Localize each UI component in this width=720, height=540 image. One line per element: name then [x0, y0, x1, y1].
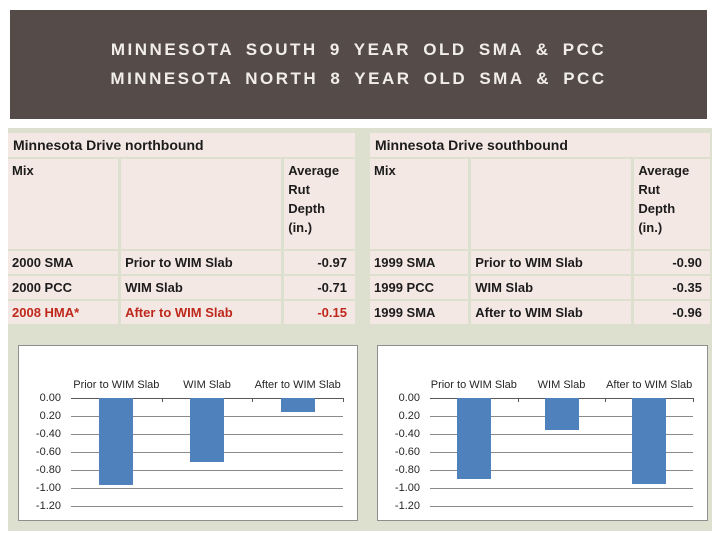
cell-mix: 2000 PCC [8, 276, 119, 299]
cell-description: Prior to WIM Slab [121, 251, 282, 274]
category-label: Prior to WIM Slab [430, 378, 517, 391]
category-label: After to WIM Slab [606, 378, 693, 391]
table-northbound: Minnesota Drive northbound Mix Average Rut… [8, 133, 355, 324]
cell-value: -0.96 [634, 301, 710, 324]
category-axis-labels: Prior to WIM Slab WIM Slab After to WIM Sl… [430, 353, 693, 393]
cell-description: After to WIM Slab [121, 301, 282, 324]
cell-mix: 1999 PCC [370, 276, 469, 299]
y-axis-tick-label: -1.20 [35, 500, 61, 512]
gridline [71, 506, 343, 507]
gridline [430, 469, 693, 471]
category-axis-tick [343, 398, 344, 402]
cell-value: -0.35 [634, 276, 710, 299]
bar-prior-to-wim-slab [456, 398, 491, 479]
column-header-avg-rut-depth: Average Rut Depth (in.) [634, 159, 710, 249]
table-title: Minnesota Drive southbound [370, 133, 710, 157]
column-header-empty [471, 159, 632, 249]
y-axis-tick-label: 0.00 [398, 392, 420, 404]
category-label: After to WIM Slab [254, 378, 341, 391]
y-axis-tick-label: 0.20 [398, 409, 420, 422]
cell-value: -0.15 [284, 301, 355, 324]
bar-after-to-wim-slab [280, 398, 315, 412]
cell-value: -0.90 [634, 251, 710, 274]
y-axis-tick-label: -1.20 [394, 500, 420, 512]
category-axis-tick [161, 398, 163, 402]
cell-description: WIM Slab [471, 276, 632, 299]
plot-area [430, 398, 694, 507]
bar-after-to-wim-slab [632, 398, 667, 485]
gridline [71, 469, 343, 471]
y-axis-tick-label: -0.60 [35, 446, 61, 458]
slide-title-line-2: MINNESOTA NORTH 8 YEAR OLD SMA & PCC [110, 68, 607, 88]
category-label: WIM Slab [183, 378, 231, 391]
column-header-mix: Mix [370, 159, 469, 249]
category-axis-tick [605, 398, 607, 402]
category-axis-tick [252, 398, 254, 402]
cell-mix: 1999 SMA [370, 301, 469, 324]
category-axis-tick [693, 398, 694, 402]
bar-wim-slab [544, 398, 579, 430]
column-header-mix: Mix [8, 159, 119, 249]
cell-mix: 1999 SMA [370, 251, 469, 274]
gridline [71, 488, 343, 489]
chart-southbound: Prior to WIM Slab WIM Slab After to WIM Sl… [377, 345, 708, 521]
category-axis-labels: Prior to WIM Slab WIM Slab After to WIM Sl… [71, 353, 343, 393]
slide-title-banner: MINNESOTA SOUTH 9 YEAR OLD SMA & PCC MIN… [10, 10, 707, 119]
cell-value: -0.97 [284, 251, 355, 274]
gridline [430, 506, 693, 507]
column-header-empty [121, 159, 282, 249]
table-title: Minnesota Drive northbound [8, 133, 355, 157]
bar-wim-slab [190, 398, 224, 462]
cell-description: WIM Slab [121, 276, 282, 299]
y-axis-tick-label: -0.80 [394, 463, 420, 476]
cell-description: Prior to WIM Slab [471, 251, 632, 274]
chart-northbound: Prior to WIM Slab WIM Slab After to WIM Sl… [18, 345, 358, 521]
gridline [430, 433, 693, 435]
gridline [430, 488, 693, 489]
y-axis-tick-label: -1.00 [394, 482, 420, 494]
plot-area [71, 398, 344, 507]
y-axis-tick-label: -0.60 [394, 446, 420, 458]
slide-title-line-1: MINNESOTA SOUTH 9 YEAR OLD SMA & PCC [110, 40, 607, 60]
cell-mix: 2008 HMA* [8, 301, 119, 324]
y-axis-tick-label: 0.00 [39, 392, 61, 404]
table-southbound: Minnesota Drive southbound Mix Average Rut… [370, 133, 710, 324]
y-axis-labels: 0.00 0.20 -0.40 -0.60 -0.80 -1.00 -1.20 [380, 392, 426, 512]
cell-mix: 2000 SMA [8, 251, 119, 274]
column-header-avg-rut-depth: Average Rut Depth (in.) [284, 159, 355, 249]
category-axis-tick [517, 398, 519, 402]
gridline [430, 452, 693, 453]
y-axis-labels: 0.00 0.20 -0.40 -0.60 -0.80 -1.00 -1.20 [21, 392, 67, 512]
y-axis-tick-label: -0.40 [394, 427, 420, 440]
y-axis-tick-label: -1.00 [35, 482, 61, 494]
category-label: Prior to WIM Slab [73, 378, 160, 391]
y-axis-tick-label: 0.20 [39, 409, 61, 422]
bar-prior-to-wim-slab [99, 398, 134, 486]
y-axis-tick-label: -0.40 [35, 427, 61, 440]
cell-value: -0.71 [284, 276, 355, 299]
category-label: WIM Slab [537, 378, 586, 391]
y-axis-tick-label: -0.80 [35, 463, 61, 476]
cell-description: After to WIM Slab [471, 301, 632, 324]
content-area: Minnesota Drive northbound Mix Average Rut… [8, 128, 712, 531]
